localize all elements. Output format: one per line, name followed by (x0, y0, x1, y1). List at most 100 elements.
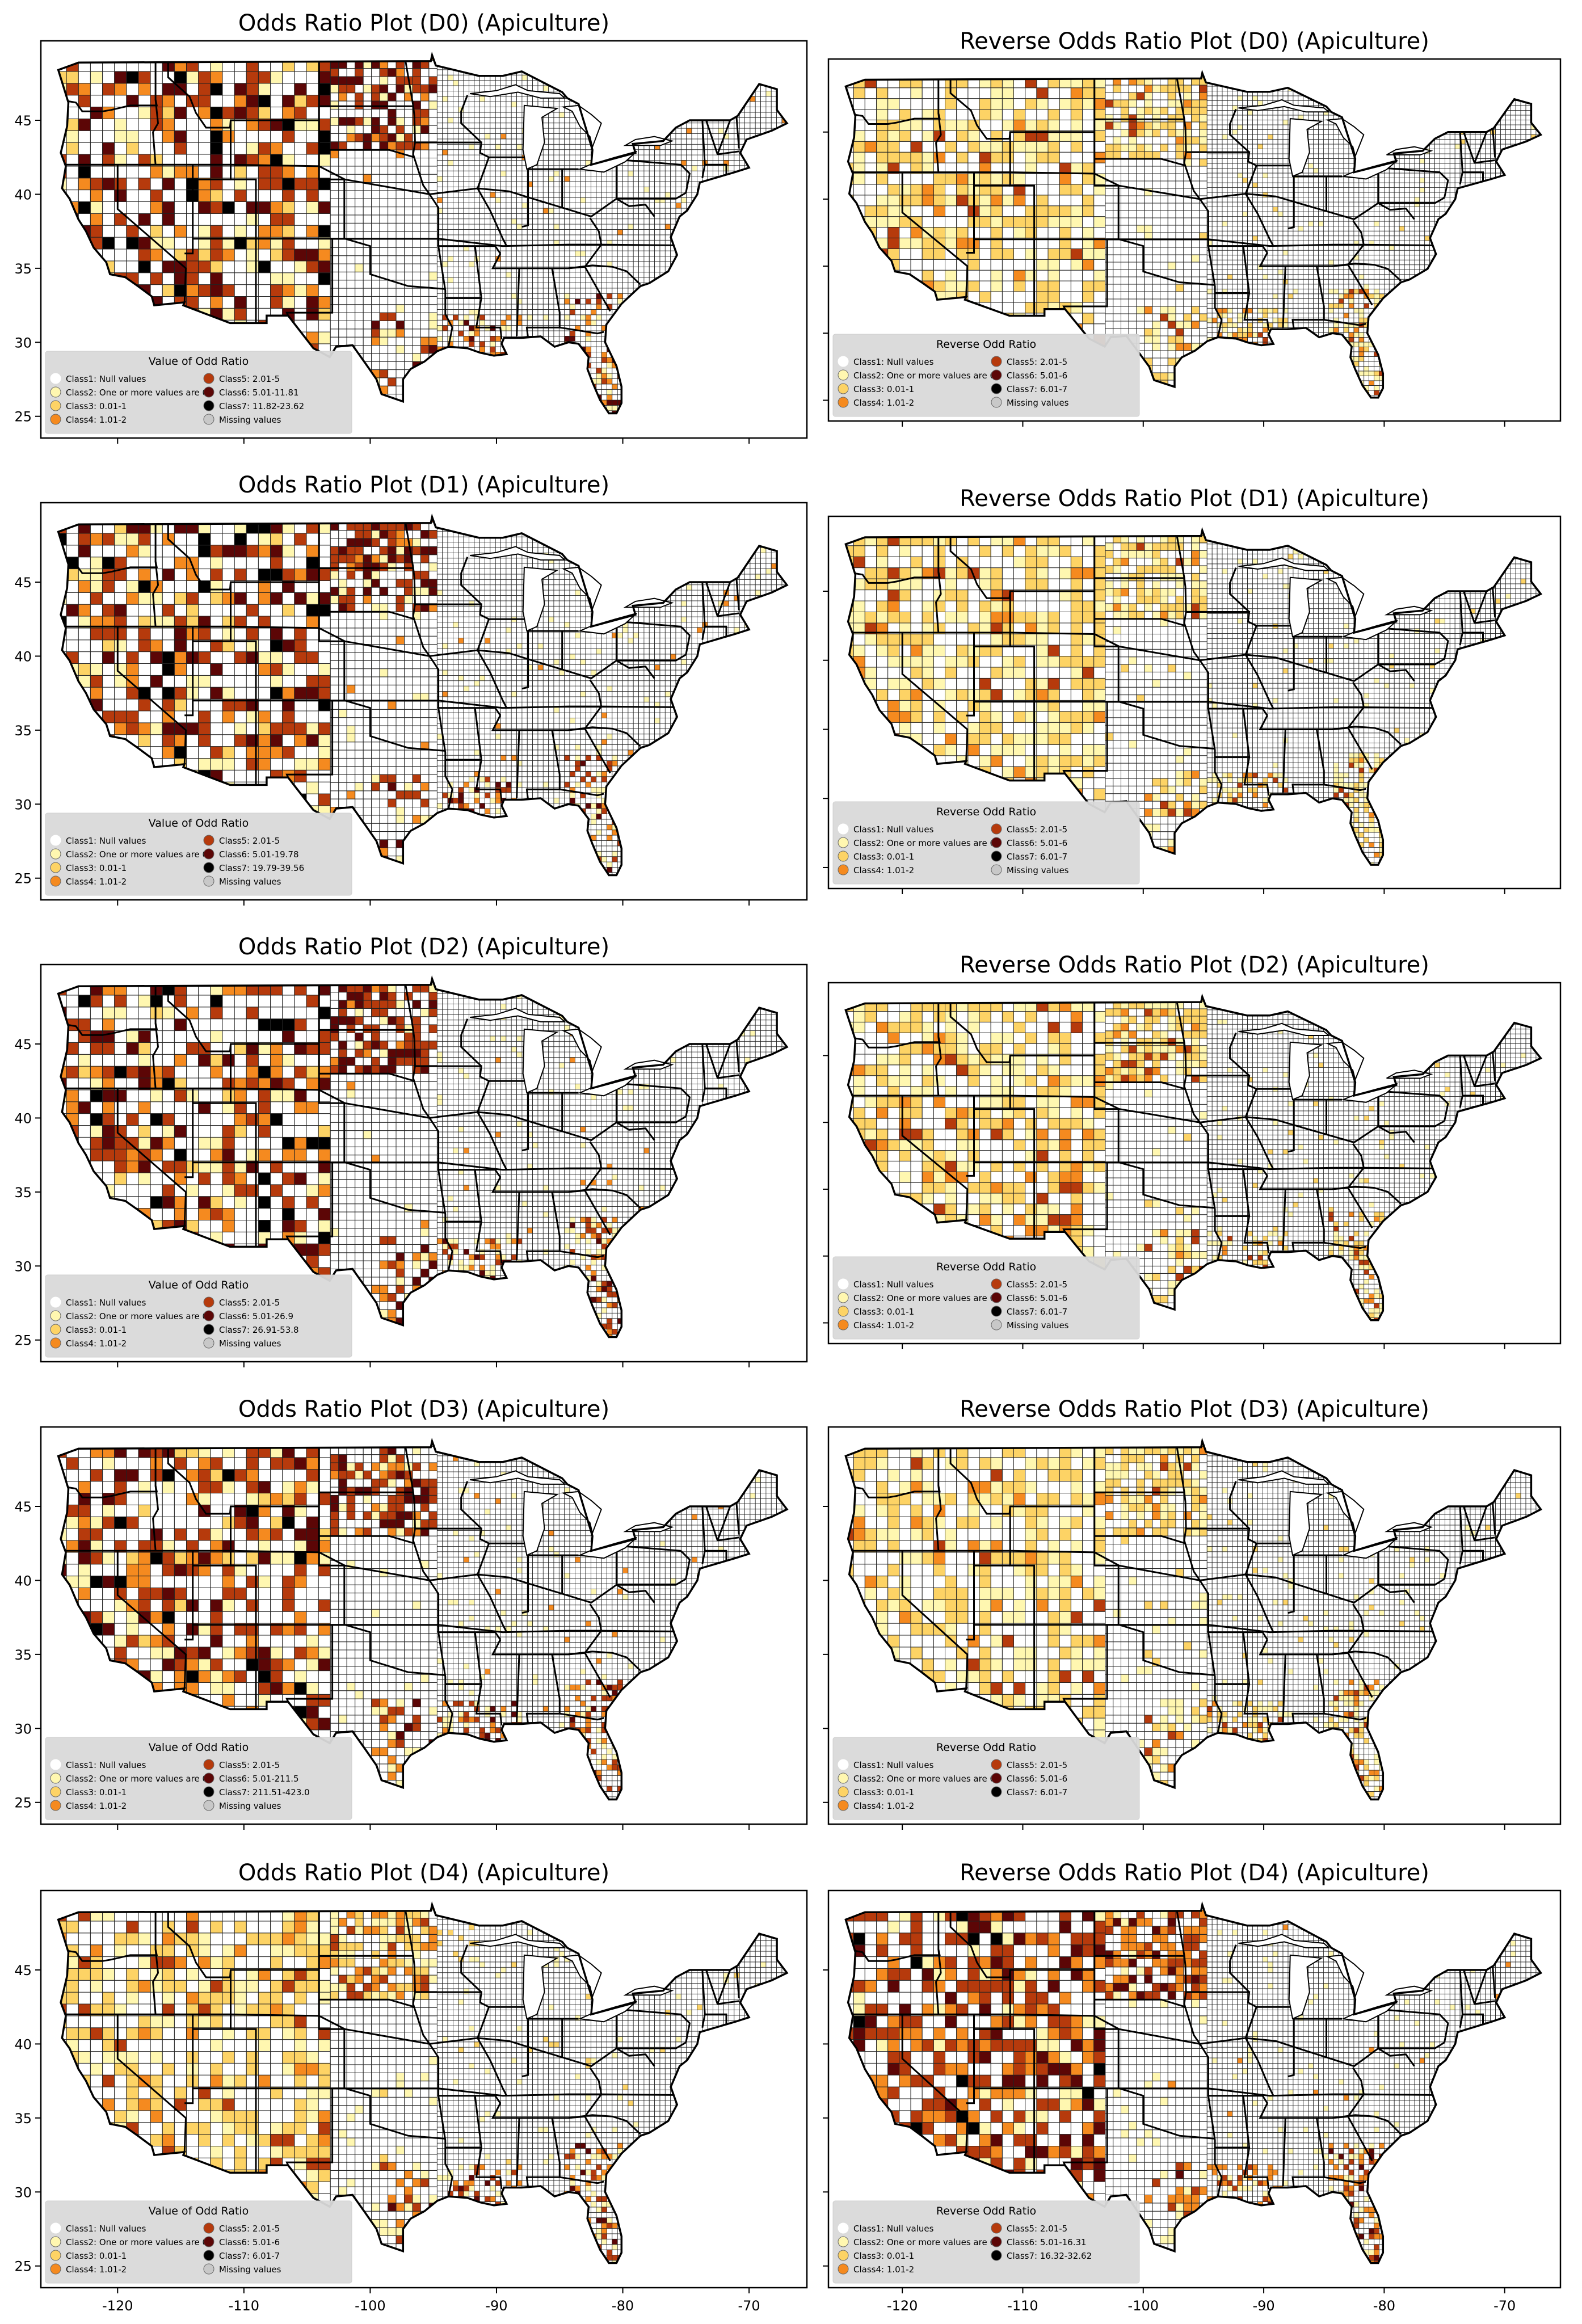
legend-swatch-class6 (204, 2237, 214, 2247)
legend-label-class1: Class1: Null values (66, 836, 146, 846)
legend-label-class5: Class5: 2.01-5 (1007, 824, 1067, 835)
panel-title: Reverse Odds Ratio Plot (D1) (Apiculture… (960, 486, 1429, 512)
legend-swatch-class2 (51, 387, 61, 397)
legend-label-class7: Class7: 6.01-7 (1007, 852, 1067, 862)
legend-label-class3: Class3: 0.01-1 (66, 1787, 127, 1797)
legend: Reverse Odd RatioClass1: Null valuesClas… (833, 1257, 1139, 1339)
legend-label-class2: Class2: One or more values are 0 (66, 2237, 208, 2247)
legend-label-class5: Class5: 2.01-5 (1007, 1279, 1067, 1290)
lon-tick-label: -110 (1007, 2298, 1038, 2314)
legend: Reverse Odd RatioClass1: Null valuesClas… (833, 1737, 1139, 1820)
panel-title: Odds Ratio Plot (D1) (Apiculture) (238, 472, 609, 498)
legend-label-class1: Class1: Null values (853, 2224, 934, 2234)
legend-label-class1: Class1: Null values (853, 1760, 934, 1770)
legend-swatch-class2 (51, 849, 61, 859)
legend-swatch-missing (991, 397, 1002, 407)
lon-tick-label: -90 (1252, 2298, 1274, 2314)
legend-swatch-class4 (838, 2264, 848, 2274)
panel-title: Odds Ratio Plot (D3) (Apiculture) (238, 1396, 609, 1422)
legend-title: Value of Odd Ratio (149, 2205, 249, 2217)
lon-tick-label: -80 (612, 2298, 634, 2314)
legend-swatch-class7 (991, 851, 1002, 861)
map-panel-ror-d4: Reverse Odds Ratio Plot (D4) (Apiculture… (823, 1860, 1560, 2314)
lat-tick-label: 45 (14, 1963, 32, 1978)
lat-tick-label: 40 (14, 1110, 32, 1126)
legend-swatch-class1 (838, 1759, 848, 1770)
legend-label-class2: Class2: One or more values are 0 (853, 2237, 995, 2247)
legend-title: Value of Odd Ratio (149, 817, 249, 830)
legend-swatch-class5 (204, 373, 214, 384)
lat-tick-label: 30 (14, 2184, 32, 2200)
legend-label-class3: Class3: 0.01-1 (66, 863, 127, 873)
lat-tick-label: 45 (14, 1037, 32, 1052)
legend-swatch-class4 (838, 1800, 848, 1811)
panel-title: Reverse Odds Ratio Plot (D2) (Apiculture… (960, 952, 1429, 978)
legend-label-missing: Missing values (219, 1801, 281, 1811)
legend-label-class1: Class1: Null values (66, 2224, 146, 2234)
map-panel-or-d2: Odds Ratio Plot (D2) (Apiculture)2530354… (14, 934, 807, 1367)
legend-label-class6: Class6: 5.01-6 (1007, 371, 1067, 381)
legend-swatch-class3 (51, 401, 61, 411)
legend-swatch-class7 (204, 1324, 214, 1334)
lat-tick-label: 45 (14, 1499, 32, 1515)
legend-swatch-class3 (838, 2250, 848, 2260)
legend-label-missing: Missing values (1007, 865, 1069, 875)
legend-swatch-class7 (204, 2250, 214, 2260)
legend-swatch-class2 (838, 2237, 848, 2247)
legend-label-class5: Class5: 2.01-5 (219, 836, 280, 846)
legend-swatch-class1 (51, 1297, 61, 1307)
legend-swatch-class5 (204, 835, 214, 845)
map-panel-or-d1: Odds Ratio Plot (D1) (Apiculture)2530354… (14, 472, 807, 906)
legend: Reverse Odd RatioClass1: Null valuesClas… (833, 802, 1139, 884)
legend-label-class2: Class2: One or more values are 0 (66, 1774, 208, 1784)
lat-tick-label: 35 (14, 723, 32, 739)
legend-label-class2: Class2: One or more values are 0 (853, 1774, 995, 1784)
lat-tick-label: 35 (14, 1185, 32, 1201)
legend-swatch-class4 (51, 1800, 61, 1811)
legend-swatch-class1 (838, 356, 848, 367)
legend-swatch-missing (204, 2264, 214, 2274)
legend-label-class2: Class2: One or more values are 0 (853, 1293, 995, 1303)
legend-swatch-class7 (991, 2250, 1002, 2260)
lat-tick-label: 30 (14, 335, 32, 351)
legend-swatch-class5 (204, 1759, 214, 1770)
legend-swatch-class7 (204, 862, 214, 873)
legend-label-class3: Class3: 0.01-1 (853, 2251, 914, 2261)
legend-label-class3: Class3: 0.01-1 (66, 1325, 127, 1335)
legend-label-class4: Class4: 1.01-2 (853, 2264, 914, 2275)
legend-label-class6: Class6: 5.01-6 (1007, 838, 1067, 848)
legend: Value of Odd RatioClass1: Null values Cla… (45, 813, 352, 895)
legend-label-class7: Class7: 11.82-23.62 (219, 401, 304, 411)
legend-swatch-class3 (51, 862, 61, 873)
legend-label-class4: Class4: 1.01-2 (66, 877, 127, 887)
legend: Value of Odd RatioClass1: Null values Cla… (45, 2201, 352, 2283)
lon-tick-label: -110 (229, 2298, 259, 2314)
map-panel-ror-d2: Reverse Odds Ratio Plot (D2) (Apiculture… (823, 952, 1560, 1349)
panel-title: Reverse Odds Ratio Plot (D3) (Apiculture… (960, 1396, 1429, 1422)
legend-label-class3: Class3: 0.01-1 (853, 852, 914, 862)
legend-swatch-class3 (51, 2250, 61, 2260)
legend-swatch-class6 (991, 837, 1002, 848)
legend-swatch-class3 (51, 1324, 61, 1334)
legend-swatch-missing (204, 414, 214, 424)
legend-label-class4: Class4: 1.01-2 (853, 1320, 914, 1331)
legend-swatch-class7 (204, 401, 214, 411)
legend-label-class7: Class7: 16.32-32.62 (1007, 2251, 1092, 2261)
legend-label-class5: Class5: 2.01-5 (219, 2224, 280, 2234)
legend-swatch-class2 (51, 2237, 61, 2247)
lat-tick-label: 30 (14, 1258, 32, 1274)
legend-label-class4: Class4: 1.01-2 (853, 1801, 914, 1811)
legend-swatch-missing (204, 1800, 214, 1811)
figure-canvas: Odds Ratio Plot (D0) (Apiculture)2530354… (0, 0, 1582, 2324)
lat-tick-label: 35 (14, 261, 32, 277)
legend-swatch-class5 (204, 1297, 214, 1307)
legend: Value of Odd RatioClass1: Null valuesCla… (45, 1737, 352, 1820)
legend-label-class4: Class4: 1.01-2 (853, 398, 914, 408)
legend-label-class4: Class4: 1.01-2 (66, 1801, 127, 1811)
legend-label-class1: Class1: Null values (66, 1298, 146, 1308)
legend-label-class4: Class4: 1.01-2 (66, 415, 127, 425)
lat-tick-label: 40 (14, 1573, 32, 1589)
lat-tick-label: 30 (14, 797, 32, 812)
legend-title: Value of Odd Ratio (149, 1741, 249, 1754)
legend-swatch-class6 (204, 1311, 214, 1321)
